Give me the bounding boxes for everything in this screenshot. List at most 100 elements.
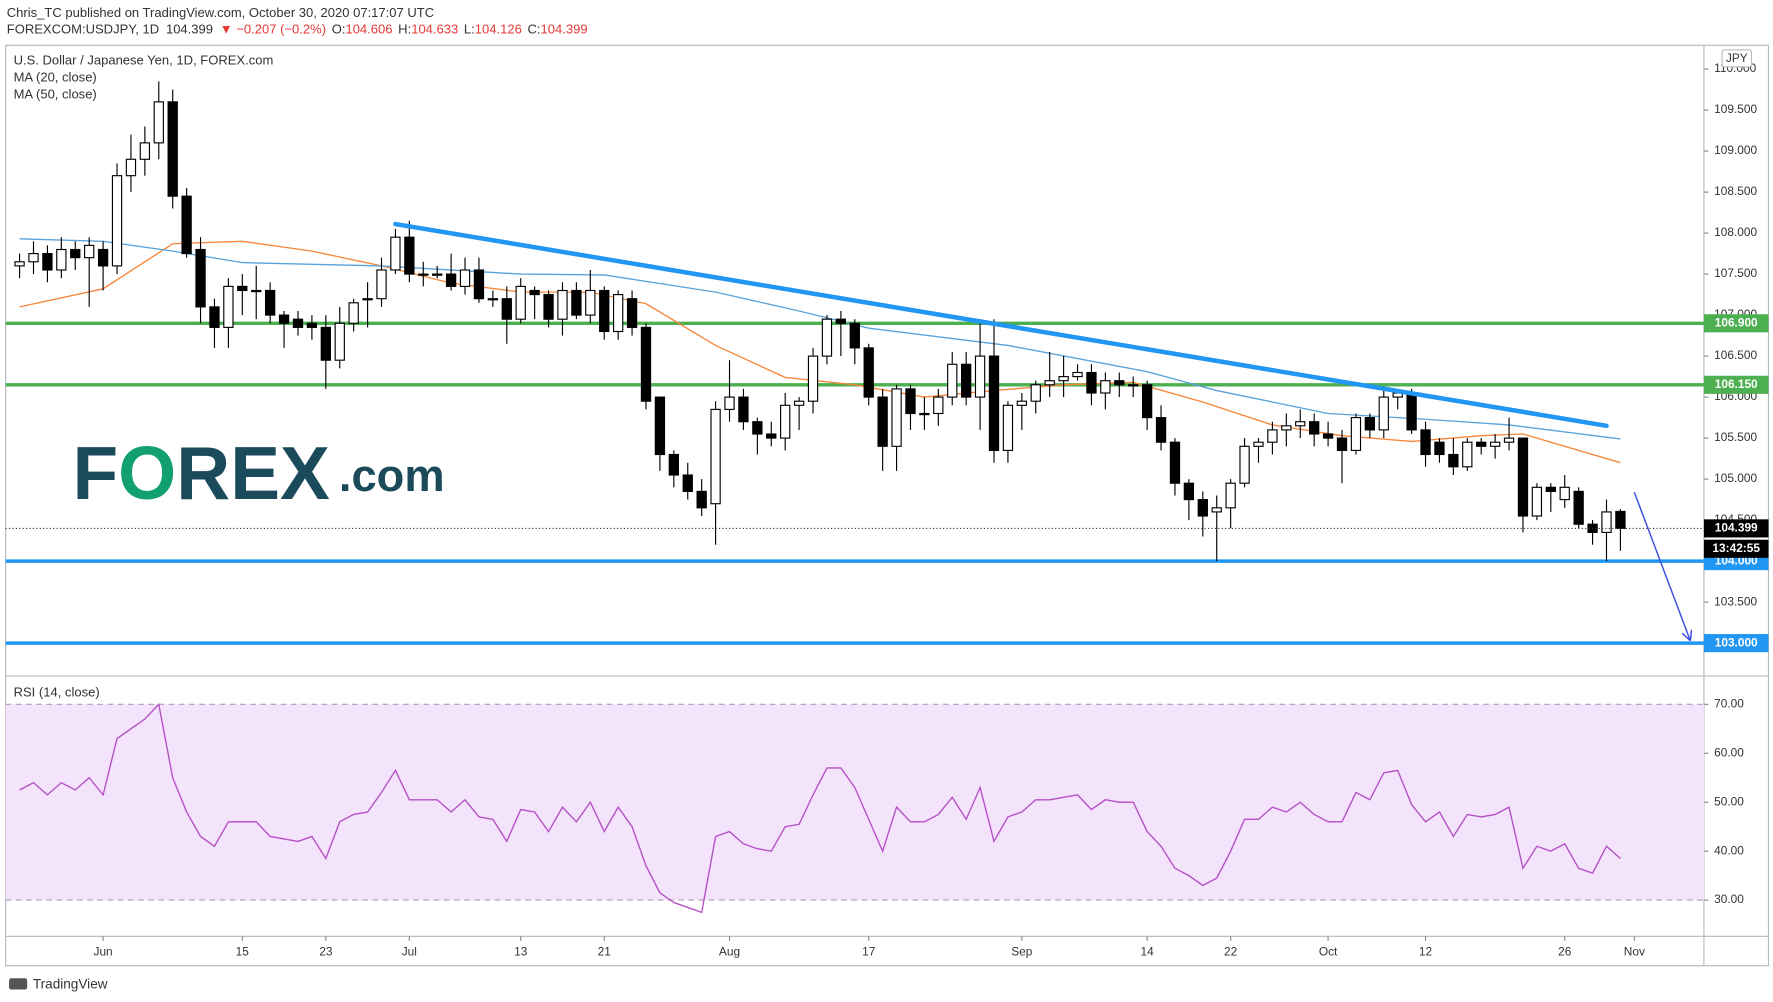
rsi-tick-label: 60.00 [1714, 745, 1744, 759]
last-price-box [1703, 519, 1769, 538]
x-tick-label: Aug [719, 944, 740, 958]
rsi-tick-label: 30.00 [1714, 892, 1744, 906]
rsi-band [5, 704, 1704, 901]
candle-body [223, 285, 234, 328]
candle-body [1364, 417, 1376, 431]
footer: TradingView [9, 977, 108, 992]
candle-body [418, 273, 429, 276]
candle-body [139, 142, 151, 160]
ma-legend: MA (50, close) [14, 87, 97, 102]
level-label-box [1703, 314, 1769, 333]
candle-body [1267, 429, 1278, 443]
candle-body [654, 396, 666, 456]
candle-body [612, 294, 624, 333]
candle-body [877, 396, 888, 447]
candle-body [668, 453, 679, 476]
candle-body [1225, 482, 1236, 509]
candle-body [1016, 400, 1028, 406]
candle-body [390, 236, 401, 271]
candle-body [793, 400, 805, 406]
countdown-box [1703, 539, 1769, 558]
candle-body [28, 253, 39, 263]
candle-body [710, 408, 721, 505]
ohlc-key: L: [464, 22, 475, 37]
candle-body [1253, 441, 1264, 447]
candle-body [807, 355, 819, 402]
candle-body [1462, 441, 1473, 468]
candle-body [1545, 486, 1556, 492]
candle-body [1531, 486, 1543, 517]
footer-icon [9, 978, 28, 990]
candle-body [14, 261, 25, 267]
candle-body [153, 101, 164, 144]
ohlc-key: O: [332, 22, 346, 37]
candle-body [849, 322, 860, 349]
candle-body [835, 318, 847, 324]
candle-body [974, 355, 986, 398]
candle-body [1559, 486, 1570, 501]
candle-body [724, 396, 735, 410]
candle-body [473, 269, 485, 300]
candle-body [1169, 441, 1181, 484]
change: ▼ −0.207 (−0.2%) [220, 22, 326, 37]
candle-body [292, 318, 304, 328]
candle-body [445, 273, 457, 287]
ohlc-key: H: [398, 22, 411, 37]
candle-body [585, 289, 596, 316]
candle-body [626, 298, 638, 328]
logo-part: F [72, 431, 118, 515]
candle-body [1434, 441, 1445, 456]
candle-body [1350, 417, 1362, 451]
candle-body [988, 355, 1000, 451]
ohlc-value: 104.633 [411, 22, 458, 37]
candle-body [1309, 421, 1320, 435]
candle-body [320, 326, 331, 361]
level-label: 106.150 [1715, 377, 1758, 391]
candle-body [1002, 404, 1014, 451]
candle-body [891, 388, 902, 447]
candle-body [752, 421, 763, 435]
currency: JPY [1726, 51, 1748, 65]
candle-body [70, 248, 81, 259]
candle-body [306, 322, 318, 328]
ohlc-value: 104.126 [475, 22, 522, 37]
candle-body [1489, 441, 1501, 447]
candle-body [1448, 453, 1459, 468]
candle-body [515, 285, 526, 320]
candle-body [1378, 396, 1389, 431]
candle-body [84, 244, 95, 259]
candle-body [195, 248, 206, 308]
y-tick-label: 106.500 [1714, 348, 1757, 362]
currency-box [1721, 49, 1753, 68]
level-label-box [1703, 375, 1769, 394]
candle-body [738, 396, 749, 423]
candle-body [111, 175, 123, 267]
candle-body [56, 248, 67, 271]
ohlc-value: 104.606 [345, 22, 392, 37]
candle-body [933, 396, 944, 415]
rsi-tick-label: 40.00 [1714, 843, 1744, 857]
candle-body [1141, 384, 1153, 419]
y-tick-label: 108.500 [1714, 184, 1757, 198]
candle-body [1128, 384, 1139, 387]
candle-body [780, 404, 791, 439]
y-tick-label: 108.000 [1714, 225, 1757, 239]
y-tick-label: 109.500 [1714, 102, 1757, 116]
x-tick-label: 23 [319, 944, 333, 958]
x-tick-label: 14 [1141, 944, 1155, 958]
candle-body [599, 289, 610, 333]
x-tick-label: Nov [1624, 944, 1645, 958]
candle-body [181, 195, 192, 255]
candle-body [766, 433, 777, 439]
candle-body [97, 248, 109, 267]
candle-body [919, 412, 930, 416]
candle-body [863, 347, 874, 398]
candle-body [237, 285, 248, 292]
candle-body [1322, 433, 1334, 439]
rsi-tick-label: 50.00 [1714, 794, 1744, 808]
candle-body [1281, 425, 1292, 431]
candle-body [432, 273, 443, 276]
last-price: 104.399 [166, 22, 213, 37]
candle-body [905, 388, 916, 415]
candle-body [1211, 507, 1222, 513]
